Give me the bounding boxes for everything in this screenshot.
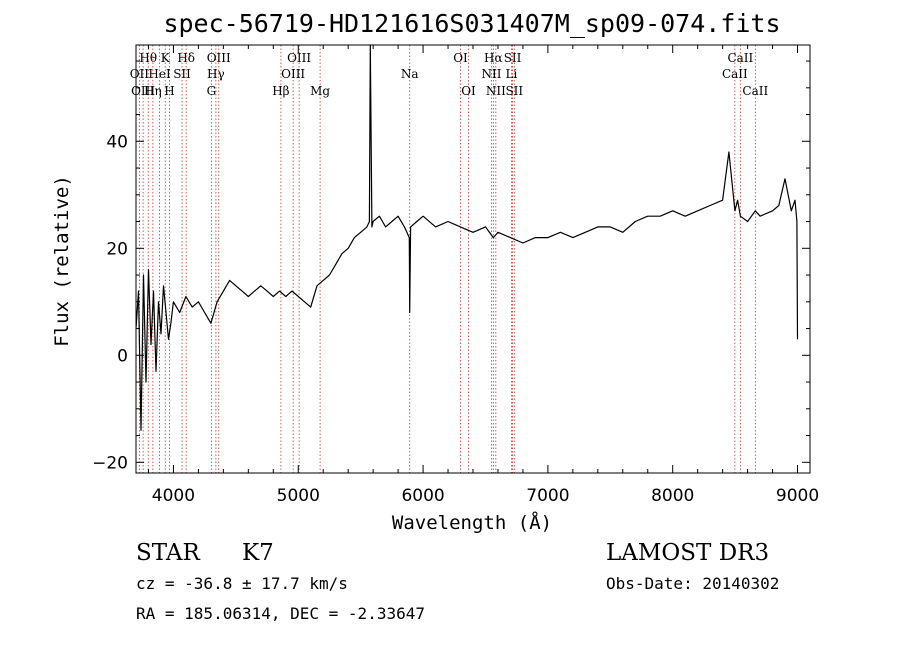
x-tick-label: 7000 xyxy=(526,486,569,506)
chart-title: spec-56719-HD121616S031407M_sp09-074.fit… xyxy=(163,9,780,38)
spectral-line-label: SII xyxy=(505,84,523,98)
spectral-line-label: CaII xyxy=(722,67,748,81)
y-tick-label: −20 xyxy=(92,453,128,473)
spectral-line-label: OI xyxy=(461,84,476,98)
spectral-line-label: Hα xyxy=(484,51,503,65)
spectral-line-label: CaII xyxy=(727,51,753,65)
spectral-line-label: CaII xyxy=(742,84,768,98)
spectral-line-label: OIII xyxy=(207,51,231,65)
spectral-line-label: SII xyxy=(173,67,191,81)
redshift-info: cz = -36.8 ± 17.7 km/s xyxy=(136,574,348,593)
spectral-line-label: Mg xyxy=(310,84,330,98)
spectrum-series-line xyxy=(135,44,799,431)
spectral-line-label: Hγ xyxy=(207,67,225,81)
y-tick-label: 20 xyxy=(106,239,128,259)
x-tick-label: 5000 xyxy=(277,486,320,506)
spectral-line-label: HeI xyxy=(148,67,171,81)
y-tick-label: 0 xyxy=(117,346,128,366)
spectral-line-label: Hθ xyxy=(139,51,157,65)
spectral-line-label: Na xyxy=(401,67,419,81)
spectral-line-label: NII xyxy=(486,84,506,98)
spectral-line-label: Hδ xyxy=(177,51,195,65)
spectral-line-markers xyxy=(138,45,756,473)
spectral-line-label: SII xyxy=(504,51,522,65)
spectral-line-label: OII xyxy=(130,67,150,81)
spectral-line-label: Hη xyxy=(144,84,162,98)
spectral-line-label: G xyxy=(207,84,217,98)
y-axis-label: Flux (relative) xyxy=(51,175,73,347)
x-tick-label: 8000 xyxy=(651,486,694,506)
coordinates: RA = 185.06314, DEC = -2.33647 xyxy=(136,604,425,623)
spectral-line-label: Li xyxy=(506,67,518,81)
spectral-line-label: NII xyxy=(481,67,501,81)
spectral-line-label: H xyxy=(164,84,174,98)
object-class: STAR xyxy=(136,540,200,566)
spectral-line-label: Hβ xyxy=(272,84,289,98)
x-tick-label: 9000 xyxy=(776,486,819,506)
y-axis: −20 0 20 40 xyxy=(92,60,810,473)
plot-frame xyxy=(135,44,811,474)
spectral-line-label: OIII xyxy=(281,67,305,81)
spectral-line-label: OI xyxy=(453,51,468,65)
x-axis-label: Wavelength (Å) xyxy=(392,511,552,534)
y-tick-label: 40 xyxy=(106,132,128,152)
observation-date: Obs-Date: 20140302 xyxy=(606,574,779,593)
object-subclass: K7 xyxy=(242,540,274,566)
x-tick-label: 4000 xyxy=(152,486,195,506)
x-tick-label: 6000 xyxy=(401,486,444,506)
x-axis: 4000 5000 6000 7000 8000 9000 xyxy=(147,45,819,506)
spectral-line-label: K xyxy=(161,51,171,65)
spectral-line-label: OIII xyxy=(287,51,311,65)
survey-name: LAMOST DR3 xyxy=(606,540,769,566)
